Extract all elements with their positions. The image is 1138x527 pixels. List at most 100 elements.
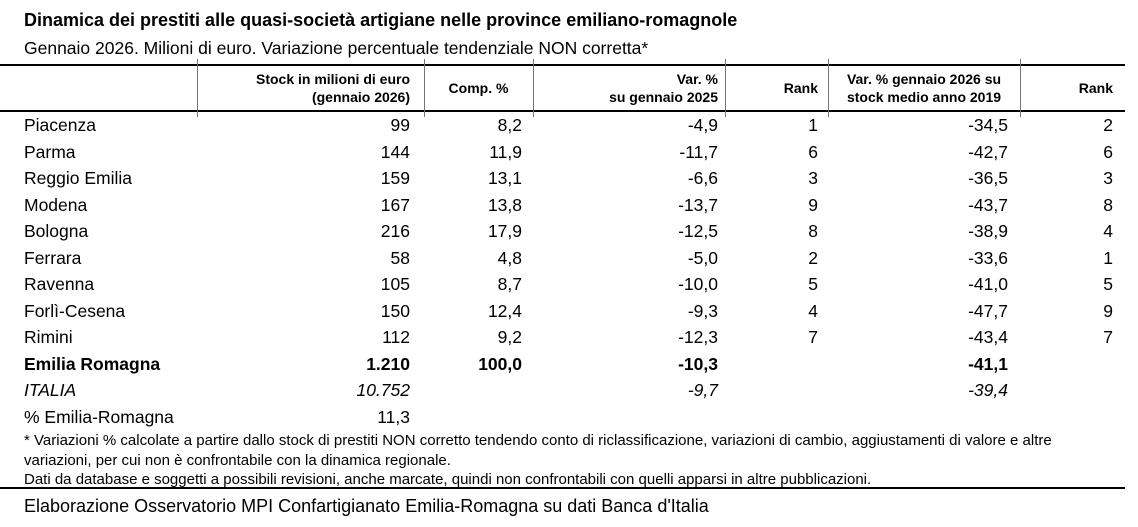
cell-rank-1 — [725, 404, 828, 431]
table-row: Parma 144 11,9 -11,7 6 -42,7 6 — [0, 139, 1125, 166]
cell-rank-1: 8 — [808, 221, 818, 241]
cell-rank-2 — [1020, 404, 1125, 431]
cell-var-2025: -10,0 — [678, 274, 718, 294]
cell-province: Bologna — [24, 221, 89, 241]
table-body: Piacenza 99 8,2 -4,9 1 -34,5 2 Parma 144… — [0, 112, 1125, 430]
cell-province: Reggio Emilia — [24, 168, 132, 188]
cell-province: ITALIA — [24, 380, 77, 400]
cell-stock: 112 — [382, 327, 410, 347]
cell-stock: 58 — [390, 247, 410, 268]
cell-var-2019 — [828, 404, 1020, 431]
cell-province: Ravenna — [24, 274, 95, 294]
cell-var-2019: -36,5 — [968, 168, 1008, 188]
cell-comp-percent: 4,8 — [497, 247, 522, 268]
cell-var-2025: -13,7 — [678, 194, 718, 215]
cell-province: Modena — [24, 194, 88, 215]
cell-var-2019: -39,4 — [968, 380, 1008, 400]
table-row: Modena 167 13,8 -13,7 9 -43,7 8 — [0, 192, 1125, 219]
cell-var-2025: -6,6 — [687, 168, 718, 188]
cell-rank-1: 2 — [808, 247, 818, 268]
cell-stock: 144 — [380, 141, 410, 162]
cell-var-2025: -12,3 — [678, 327, 718, 347]
cell-rank-2: 3 — [1103, 168, 1113, 188]
cell-comp-percent: 13,8 — [487, 194, 522, 215]
bottom-rule — [0, 487, 1125, 489]
column-divider — [533, 59, 534, 117]
table-header-row: Stock in milioni di euro (gennaio 2026) … — [0, 66, 1125, 112]
cell-stock: 159 — [380, 168, 410, 188]
cell-comp-percent — [424, 404, 533, 431]
cell-var-2025: -9,3 — [687, 300, 718, 321]
cell-comp-percent: 17,9 — [487, 221, 522, 241]
cell-rank-1 — [725, 351, 828, 378]
cell-rank-2 — [1020, 351, 1125, 378]
cell-var-2019: -41,0 — [968, 274, 1008, 294]
loans-table: Stock in milioni di euro (gennaio 2026) … — [0, 64, 1125, 430]
cell-rank-2: 2 — [1103, 115, 1113, 135]
cell-comp-percent: 8,2 — [497, 115, 522, 135]
cell-province: Forlì-Cesena — [24, 300, 126, 321]
cell-var-2025: -10,3 — [678, 353, 718, 374]
footnote-asterisk-line2: variazioni, per cui non è confrontabile … — [24, 451, 451, 469]
cell-province: Ferrara — [24, 247, 82, 268]
cell-rank-2: 5 — [1103, 274, 1113, 294]
cell-rank-1: 6 — [808, 141, 818, 162]
cell-comp-percent: 100,0 — [478, 353, 522, 374]
cell-var-2019: -33,6 — [968, 247, 1008, 268]
column-divider — [1020, 59, 1021, 117]
cell-var-2025: -11,7 — [679, 141, 718, 162]
cell-stock: 167 — [380, 194, 410, 215]
cell-rank-2: 1 — [1103, 247, 1113, 268]
cell-var-2019: -38,9 — [968, 221, 1008, 241]
column-divider — [828, 59, 829, 117]
cell-comp-percent: 13,1 — [487, 168, 522, 188]
cell-var-2019: -43,7 — [968, 194, 1008, 215]
header-var-2025: Var. % su gennaio 2025 — [609, 71, 718, 105]
table-row: Ravenna 105 8,7 -10,0 5 -41,0 5 — [0, 271, 1125, 298]
cell-stock: 105 — [380, 274, 410, 294]
cell-rank-1: 1 — [808, 115, 818, 135]
table-row: Bologna 216 17,9 -12,5 8 -38,9 4 — [0, 218, 1125, 245]
table-row: Emilia Romagna 1.210 100,0 -10,3 -41,1 — [0, 351, 1125, 378]
cell-rank-2: 7 — [1103, 327, 1113, 347]
column-divider — [424, 59, 425, 117]
cell-province: Emilia Romagna — [24, 353, 161, 374]
cell-var-2019: -34,5 — [968, 115, 1008, 135]
cell-stock: 150 — [380, 300, 410, 321]
table-row: Reggio Emilia 159 13,1 -6,6 3 -36,5 3 — [0, 165, 1125, 192]
cell-stock: 1.210 — [366, 353, 410, 374]
header-var-2019: Var. % gennaio 2026 su stock medio anno … — [846, 71, 1002, 105]
cell-stock: 10.752 — [356, 380, 410, 400]
cell-var-2025: -12,5 — [678, 221, 718, 241]
cell-stock: 99 — [390, 115, 410, 135]
cell-rank-2: 9 — [1103, 300, 1113, 321]
footnote-asterisk-line1: * Variazioni % calcolate a partire dallo… — [24, 432, 1052, 449]
cell-comp-percent: 9,2 — [497, 327, 522, 347]
cell-rank-2 — [1020, 377, 1125, 404]
cell-var-2025 — [533, 404, 725, 431]
footnotes: * Variazioni % calcolate a partire dallo… — [24, 431, 1134, 490]
cell-var-2025: -4,9 — [687, 115, 718, 135]
cell-var-2019: -43,4 — [968, 327, 1008, 347]
cell-stock: 11,3 — [377, 406, 410, 427]
header-rank-1: Rank — [783, 80, 818, 96]
cell-var-2019: -42,7 — [968, 141, 1008, 162]
cell-rank-1: 5 — [808, 274, 818, 294]
table-row: % Emilia-Romagna 11,3 — [0, 404, 1125, 431]
cell-stock: 216 — [380, 221, 410, 241]
table-row: Piacenza 99 8,2 -4,9 1 -34,5 2 — [0, 112, 1125, 139]
table-row: Rimini 112 9,2 -12,3 7 -43,4 7 — [0, 324, 1125, 351]
cell-rank-1: 9 — [808, 194, 818, 215]
source-attribution: Elaborazione Osservatorio MPI Confartigi… — [24, 496, 709, 516]
cell-rank-1: 4 — [808, 300, 818, 321]
column-divider — [725, 59, 726, 117]
table-row: Forlì-Cesena 150 12,4 -9,3 4 -47,7 9 — [0, 298, 1125, 325]
cell-var-2025: -9,7 — [687, 380, 718, 400]
table-row: ITALIA 10.752 -9,7 -39,4 — [0, 377, 1125, 404]
cell-var-2019: -41,1 — [968, 353, 1008, 374]
cell-comp-percent: 11,9 — [489, 141, 522, 162]
cell-rank-1 — [725, 377, 828, 404]
column-divider — [197, 59, 198, 117]
page-title: Dinamica dei prestiti alle quasi-società… — [24, 10, 738, 30]
